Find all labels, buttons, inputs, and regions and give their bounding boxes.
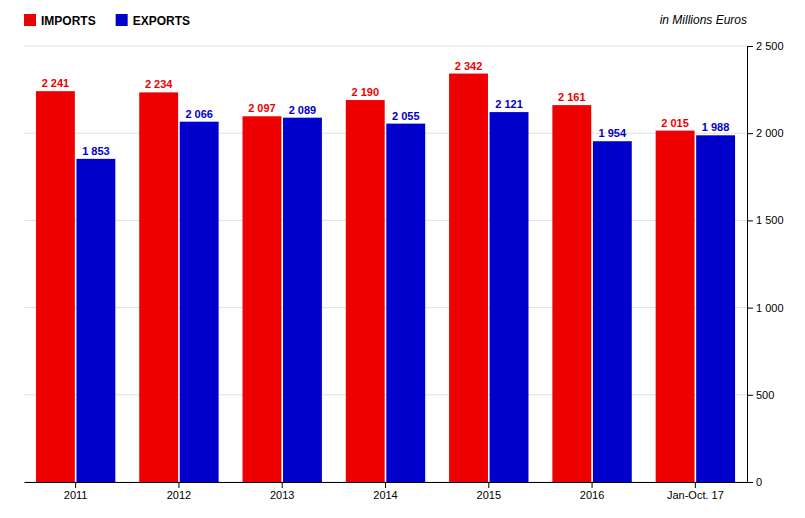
unit-annotation: in Millions Euros: [660, 13, 747, 27]
data-label: 1 988: [702, 121, 730, 133]
x-tick-label: 2013: [270, 489, 294, 501]
data-label: 1 853: [82, 145, 110, 157]
legend: IMPORTS EXPORTS: [24, 14, 190, 28]
y-tick: 2 500: [747, 40, 784, 52]
chart-svg: 2 241 2 234 2 097 2 190 2 342 2 161 2 015 1 853…: [0, 0, 805, 518]
x-tick: 2014: [373, 482, 397, 501]
x-tick-mark: [695, 482, 696, 488]
grid-line: [24, 220, 747, 221]
data-label: 2 015: [661, 117, 689, 129]
x-tick-label: 2016: [580, 489, 604, 501]
legend-swatch: [24, 14, 36, 26]
bar: [180, 122, 219, 482]
data-label: 2 066: [185, 108, 213, 120]
y-tick-label: 500: [756, 389, 774, 401]
data-label: 2 055: [392, 110, 420, 122]
y-tick-label: 2 000: [756, 127, 784, 139]
y-tick-label: 1 000: [756, 302, 784, 314]
x-tick-label: 2011: [64, 489, 88, 501]
x-tick: 2012: [167, 482, 191, 501]
x-tick-label: 2012: [167, 489, 191, 501]
y-tick-mark: [747, 395, 753, 396]
chart-container: 2 241 2 234 2 097 2 190 2 342 2 161 2 015 1 853…: [0, 0, 805, 518]
bar: [283, 118, 322, 482]
legend-swatch: [116, 14, 128, 26]
x-axis: 2011 2012 2013 2014 2015 2016 Jan-Oct. 17: [25, 482, 748, 501]
data-label: 2 121: [495, 98, 523, 110]
data-label: 2 190: [351, 86, 379, 98]
x-tick-mark: [385, 482, 386, 488]
grid: [24, 46, 747, 482]
legend-label: IMPORTS: [41, 14, 96, 28]
bar: [449, 74, 488, 482]
plot-area: 2 241 2 234 2 097 2 190 2 342 2 161 2 015 1 853…: [24, 40, 784, 501]
bar: [386, 124, 425, 482]
legend-label: EXPORTS: [133, 14, 190, 28]
x-tick-label: Jan-Oct. 17: [667, 489, 724, 501]
legend-item: IMPORTS: [24, 14, 96, 28]
data-label: 2 161: [558, 91, 586, 103]
x-tick: 2015: [477, 482, 501, 501]
x-tick-mark: [592, 482, 593, 488]
bar: [243, 116, 282, 482]
data-label: 2 097: [248, 102, 276, 114]
y-axis: 0 500 1 000 1 500 2 000 2 500: [747, 40, 784, 488]
bars: [36, 74, 735, 482]
y-tick-label: 2 500: [756, 40, 784, 52]
y-tick-label: 1 500: [756, 214, 784, 226]
bar: [593, 141, 632, 482]
bar: [490, 112, 529, 482]
y-axis-line: [747, 47, 748, 483]
data-label: 2 342: [455, 60, 483, 72]
x-tick-mark: [178, 482, 179, 488]
y-tick-mark: [747, 133, 753, 134]
y-tick: 1 500: [747, 214, 784, 226]
bar: [139, 92, 178, 482]
data-label: 1 954: [599, 127, 627, 139]
x-tick-label: 2014: [373, 489, 397, 501]
data-label: 2 234: [145, 78, 173, 90]
y-tick-mark: [747, 308, 753, 309]
grid-line: [24, 307, 747, 308]
y-tick-mark: [747, 482, 753, 483]
bar: [656, 131, 695, 482]
y-tick-label: 0: [756, 476, 762, 488]
y-tick: 1 000: [747, 302, 784, 314]
bar: [76, 159, 115, 482]
x-tick-label: 2015: [477, 489, 501, 501]
x-tick-mark: [488, 482, 489, 488]
data-labels: 2 241 2 234 2 097 2 190 2 342 2 161 2 015 1 853…: [42, 60, 730, 157]
x-tick: 2013: [270, 482, 294, 501]
bar: [36, 91, 75, 482]
y-tick: 500: [747, 389, 774, 401]
bar: [346, 100, 385, 482]
legend-item: EXPORTS: [116, 14, 190, 28]
x-tick: 2016: [580, 482, 604, 501]
grid-line: [24, 46, 747, 47]
bar: [696, 135, 735, 482]
grid-line: [24, 133, 747, 134]
bar: [552, 105, 591, 482]
y-tick-mark: [747, 220, 753, 221]
grid-line: [24, 394, 747, 395]
x-tick: 2011: [64, 482, 88, 501]
x-tick-mark: [282, 482, 283, 488]
data-label: 2 241: [42, 77, 70, 89]
y-tick-mark: [747, 46, 753, 47]
data-label: 2 089: [289, 104, 317, 116]
y-tick: 0: [747, 476, 762, 488]
y-tick: 2 000: [747, 127, 784, 139]
x-tick-mark: [75, 482, 76, 488]
x-tick: Jan-Oct. 17: [667, 482, 724, 501]
